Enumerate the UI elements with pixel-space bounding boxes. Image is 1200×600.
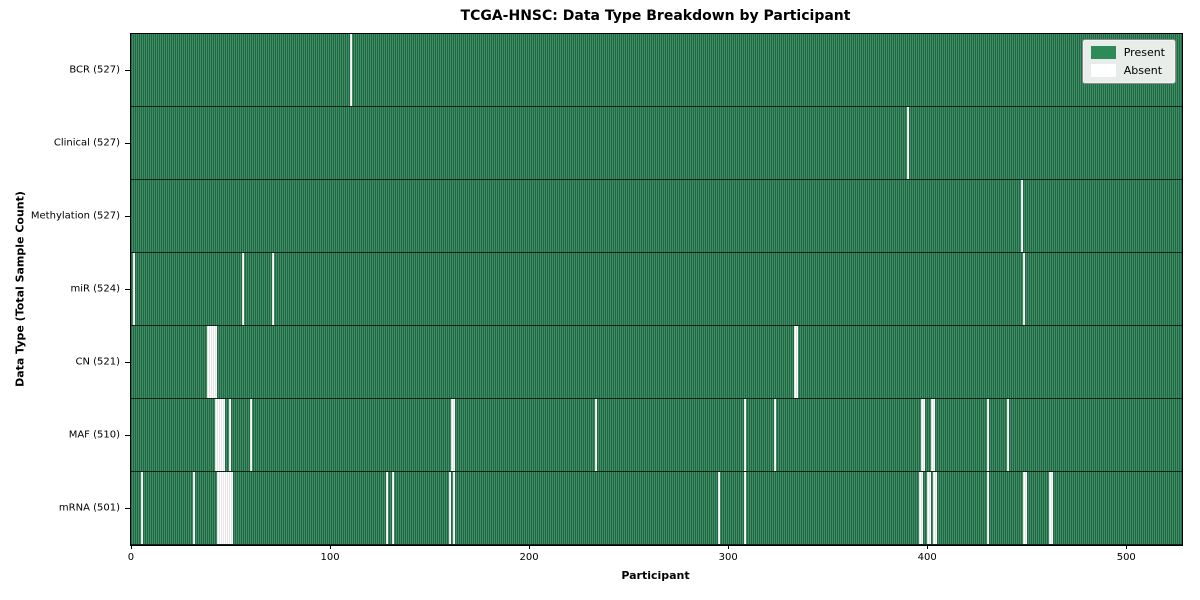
- y-tick-mark: [125, 361, 130, 363]
- absent-stripe: [272, 253, 275, 325]
- absent-stripe: [192, 472, 195, 544]
- x-axis-title: Participant: [621, 569, 690, 582]
- y-tick-mark: [125, 215, 130, 217]
- absent-stripe: [773, 399, 776, 471]
- absent-stripe: [250, 399, 253, 471]
- absent-stripe: [907, 107, 910, 179]
- y-tick-mark: [125, 434, 130, 436]
- absent-stripe: [140, 472, 143, 544]
- y-tick-label: BCR (527): [69, 64, 120, 75]
- y-tick-label: Methylation (527): [30, 210, 120, 221]
- absent-stripe: [385, 472, 388, 544]
- legend-swatch-present-icon: [1090, 46, 1116, 59]
- y-tick-label: MAF (510): [68, 429, 120, 440]
- row-bcr: [131, 34, 1182, 107]
- x-tick-mark: [927, 545, 929, 549]
- absent-stripe: [933, 472, 938, 544]
- y-tick-mark: [125, 142, 130, 144]
- y-tick-label: mRNA (501): [58, 502, 120, 513]
- absent-stripe: [206, 326, 217, 398]
- absent-stripe: [986, 472, 989, 544]
- absent-stripe: [451, 399, 456, 471]
- x-tick-label: 200: [519, 552, 539, 563]
- x-tick-label: 400: [917, 552, 937, 563]
- absent-stripe: [1006, 399, 1009, 471]
- legend-label-absent: Absent: [1123, 64, 1163, 77]
- x-tick-mark: [130, 545, 132, 549]
- row-mrna: [131, 472, 1182, 545]
- absent-stripe: [921, 399, 926, 471]
- absent-stripe: [927, 472, 932, 544]
- row-mir: [131, 253, 1182, 326]
- absent-stripe: [986, 399, 989, 471]
- x-axis: 0 100 200 300 400 500: [127, 545, 1181, 575]
- legend-item-present: Present: [1090, 46, 1165, 59]
- x-tick-label: 0: [127, 552, 135, 563]
- absent-stripe: [228, 399, 231, 471]
- legend-swatch-absent-icon: [1090, 64, 1116, 77]
- absent-stripe: [1022, 472, 1027, 544]
- row-methylation: [131, 180, 1182, 253]
- row-clinical: [131, 107, 1182, 180]
- absent-stripe: [242, 253, 245, 325]
- y-tick-label: Clinical (527): [53, 137, 120, 148]
- absent-stripe: [349, 34, 352, 106]
- absent-stripe: [1022, 253, 1025, 325]
- x-tick-mark: [529, 545, 531, 549]
- absent-stripe: [1048, 472, 1053, 544]
- absent-stripe: [594, 399, 597, 471]
- x-tick-label: 500: [1116, 552, 1136, 563]
- y-tick-mark: [125, 69, 130, 71]
- legend-label-present: Present: [1123, 46, 1165, 59]
- absent-stripe: [453, 472, 456, 544]
- absent-stripe: [132, 253, 135, 325]
- absent-stripe: [1020, 180, 1023, 252]
- absent-stripe: [919, 472, 924, 544]
- row-cn: [131, 326, 1182, 399]
- row-maf: [131, 399, 1182, 472]
- absent-stripe: [718, 472, 721, 544]
- absent-stripe: [216, 472, 233, 544]
- y-tick-label: CN (521): [75, 356, 120, 367]
- chart-title: TCGA-HNSC: Data Type Breakdown by Partic…: [460, 8, 851, 24]
- x-tick-mark: [1126, 545, 1128, 549]
- y-tick-mark: [125, 288, 130, 290]
- absent-stripe: [931, 399, 936, 471]
- absent-stripe: [449, 472, 452, 544]
- y-tick-mark: [125, 507, 130, 509]
- x-tick-mark: [728, 545, 730, 549]
- absent-stripe: [793, 326, 798, 398]
- y-axis-labels: BCR (527) Clinical (527) Methylation (527)…: [0, 33, 124, 544]
- legend: Present Absent: [1081, 39, 1176, 84]
- x-tick-mark: [330, 545, 332, 549]
- y-tick-label: miR (524): [70, 283, 120, 294]
- absent-stripe: [744, 399, 747, 471]
- absent-stripe: [391, 472, 394, 544]
- absent-stripe: [214, 399, 225, 471]
- x-tick-label: 100: [320, 552, 340, 563]
- x-tick-label: 300: [718, 552, 738, 563]
- plot-area: Present Absent: [130, 33, 1183, 546]
- legend-item-absent: Absent: [1090, 64, 1165, 77]
- absent-stripe: [744, 472, 747, 544]
